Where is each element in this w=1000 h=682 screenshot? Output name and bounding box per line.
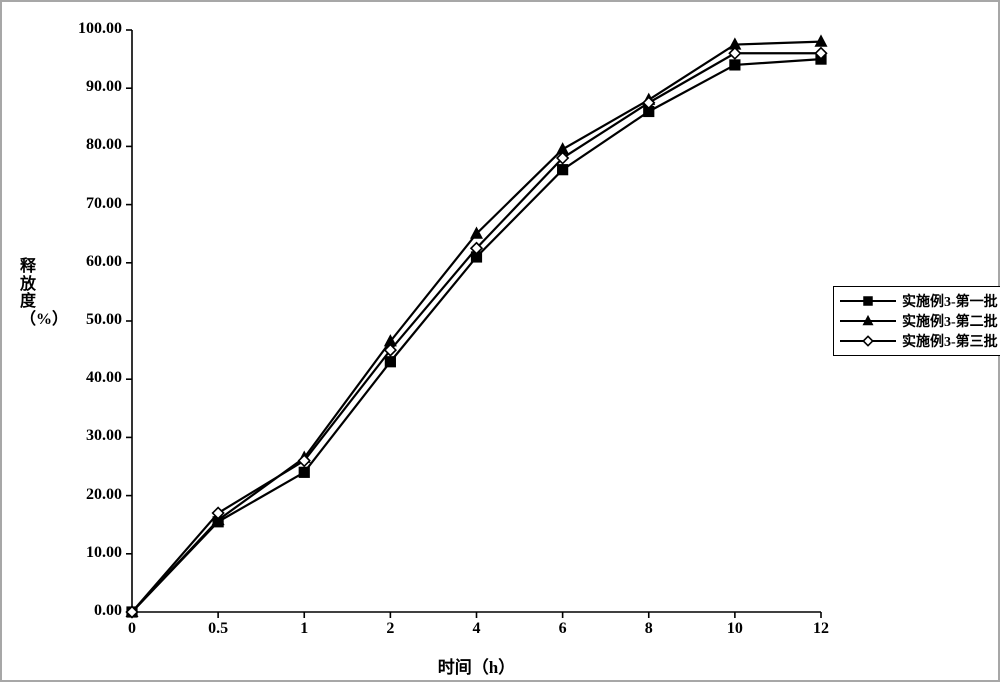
x-tick-label: 0 bbox=[128, 620, 136, 638]
legend-swatch bbox=[840, 340, 896, 342]
y-tick-label: 0.00 bbox=[58, 602, 122, 620]
legend-swatch bbox=[840, 300, 896, 302]
x-tick-label: 0.5 bbox=[208, 620, 228, 638]
x-tick-label: 1 bbox=[300, 620, 308, 638]
y-axis-title: 释放度（%） bbox=[20, 258, 40, 328]
y-tick-label: 100.00 bbox=[58, 20, 122, 38]
legend-swatch bbox=[840, 320, 896, 322]
legend-item: 实施例3-第三批 bbox=[840, 331, 998, 351]
x-tick-label: 12 bbox=[813, 620, 829, 638]
legend-item: 实施例3-第一批 bbox=[840, 291, 998, 311]
y-tick-label: 30.00 bbox=[58, 427, 122, 445]
legend-label: 实施例3-第一批 bbox=[902, 291, 998, 311]
x-tick-label: 8 bbox=[645, 620, 653, 638]
y-tick-label: 60.00 bbox=[58, 253, 122, 271]
legend-item: 实施例3-第二批 bbox=[840, 311, 998, 331]
y-tick-label: 80.00 bbox=[58, 136, 122, 154]
x-tick-label: 4 bbox=[473, 620, 481, 638]
y-tick-label: 20.00 bbox=[58, 486, 122, 504]
y-tick-label: 90.00 bbox=[58, 78, 122, 96]
x-tick-label: 6 bbox=[559, 620, 567, 638]
legend-label: 实施例3-第二批 bbox=[902, 311, 998, 331]
y-tick-label: 40.00 bbox=[58, 369, 122, 387]
legend: 实施例3-第一批实施例3-第二批实施例3-第三批 bbox=[833, 286, 1000, 356]
y-tick-label: 70.00 bbox=[58, 195, 122, 213]
x-tick-label: 2 bbox=[386, 620, 394, 638]
x-axis-title: 时间（h） bbox=[438, 653, 515, 678]
y-tick-label: 10.00 bbox=[58, 544, 122, 562]
x-tick-label: 10 bbox=[727, 620, 743, 638]
legend-label: 实施例3-第三批 bbox=[902, 331, 998, 351]
